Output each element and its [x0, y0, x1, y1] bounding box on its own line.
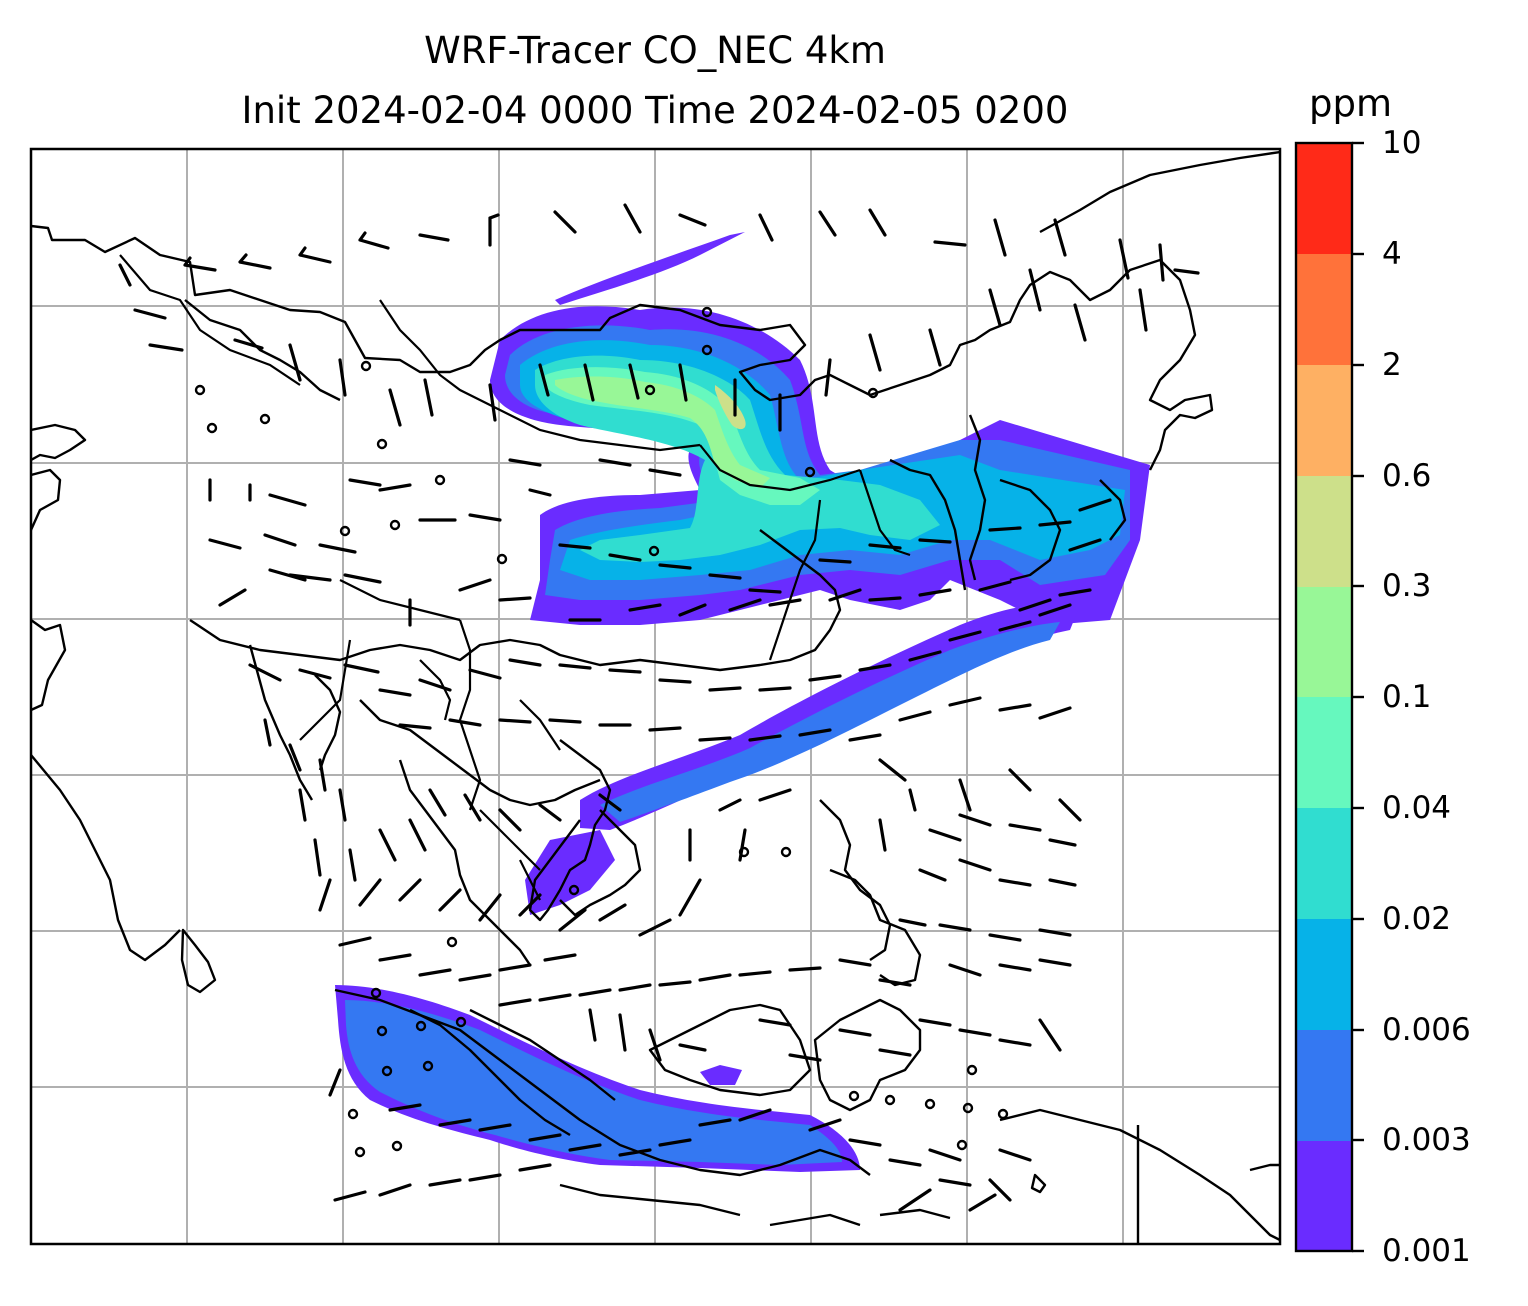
colorbar-segment-8	[1296, 254, 1352, 365]
colorbar-tick-label: 0.6	[1382, 458, 1432, 494]
colorbar-tick-label: 2	[1382, 347, 1402, 383]
colorbar-tick-label: 0.3	[1382, 568, 1432, 604]
colorbar-segment-2	[1296, 919, 1352, 1030]
colorbar-tick-label: 0.1	[1382, 679, 1432, 715]
colorbar-segment-1	[1296, 1030, 1352, 1141]
colorbar-segment-5	[1296, 586, 1352, 697]
colorbar	[1294, 141, 1364, 1253]
colorbar-tick-label: 0.02	[1382, 901, 1452, 937]
colorbar-tick-label: 0.006	[1382, 1012, 1471, 1048]
tracer-plume-north	[490, 232, 1150, 625]
map-title-line2: Init 2024-02-04 0000 Time 2024-02-05 020…	[241, 89, 1069, 132]
colorbar-segment-9	[1296, 143, 1352, 254]
colorbar-segment-0	[1296, 1140, 1352, 1251]
wind-barbs	[118, 203, 1200, 1212]
colorbar-segment-7	[1296, 365, 1352, 476]
calm-wind-markers	[194, 306, 1009, 1158]
colorbar-tick-label: 4	[1382, 236, 1402, 272]
colorbar-segment-6	[1296, 476, 1352, 587]
colorbar-tick-label: 0.001	[1382, 1233, 1471, 1269]
colorbar-segment-4	[1296, 697, 1352, 808]
colorbar-segment-3	[1296, 808, 1352, 919]
colorbar-tick-label: 0.04	[1382, 790, 1452, 826]
map-title-line1: WRF-Tracer CO_NEC 4km	[424, 29, 886, 72]
tracer-plume-south	[335, 985, 860, 1172]
colorbar-unit: ppm	[1309, 82, 1393, 125]
tracer-plume-central	[525, 603, 1080, 915]
colorbar-tick-label: 0.003	[1382, 1122, 1471, 1158]
colorbar-tick-label: 10	[1382, 125, 1422, 161]
map-frame	[29, 147, 1282, 1246]
country-borders	[119, 254, 911, 901]
